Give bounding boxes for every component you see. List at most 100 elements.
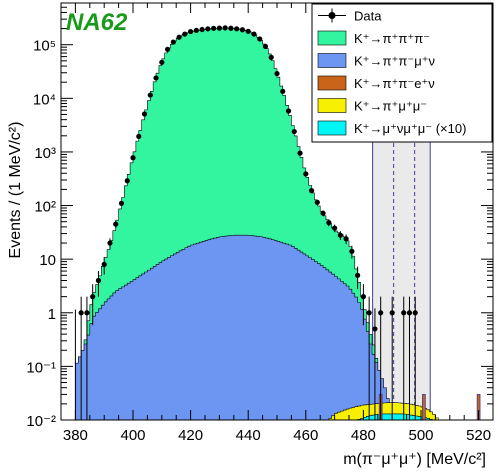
data-point-marker [303,171,309,177]
data-point-marker [205,26,211,32]
data-point [291,128,297,135]
legend-swatch [317,75,347,91]
data-point-marker [130,155,136,161]
data-point [280,88,286,94]
data-point-marker [222,25,228,31]
data-point [262,43,269,50]
data-points [74,25,418,420]
data-point [216,25,222,31]
data-point [251,31,257,37]
data-point [164,46,171,52]
data-point-marker [349,248,355,254]
y-tick-label: 10⁵ [33,38,56,55]
data-point [326,219,332,227]
data-point-marker [406,310,413,316]
legend-entry-data: Data [318,8,382,24]
histogram-kpipienu-bin [476,394,481,420]
data-point [349,245,355,259]
data-point-marker [257,36,263,42]
data-point [147,92,153,98]
data-point-marker [199,26,205,33]
data-point-marker [90,294,96,300]
x-tick-label: 380 [63,427,88,444]
data-point [141,111,148,117]
data-point [239,27,246,33]
data-point-marker [268,54,274,61]
data-point [343,234,349,245]
data-point-marker [378,310,384,316]
data-point-marker [245,28,251,34]
data-point-marker [412,310,418,316]
data-point [378,296,384,420]
data-point-marker [337,232,343,238]
data-point-marker [320,210,326,216]
data-point [182,31,188,37]
legend-label: K⁺→π⁺μ⁺μ⁻ [354,99,427,114]
data-point-marker [84,310,90,316]
data-point-marker [176,34,182,40]
data-point-marker [372,326,378,332]
data-point-marker [262,43,269,50]
data-point-marker [124,178,130,184]
data-point-marker [211,25,217,31]
x-tick-label: 440 [236,427,261,444]
data-point [285,108,292,114]
data-point [130,155,136,161]
data-point [401,296,407,420]
data-point [118,200,125,206]
data-point [360,284,366,326]
data-point-marker [113,221,119,227]
data-point-marker [239,27,246,33]
data-point [95,271,102,297]
data-point-marker [332,225,338,231]
data-point-marker [228,25,234,31]
legend-swatch [317,120,347,136]
data-point [193,27,199,33]
data-point-marker [308,188,315,194]
data-point-marker [141,111,148,117]
data-point-marker [78,310,84,316]
data-point [176,34,182,40]
data-point-marker [107,240,113,246]
data-point [366,296,372,420]
data-point-marker [274,70,280,77]
y-axis-ticks: 10⁻² 10⁻¹ 1 10 10² 10³ 10⁴ 10⁵ [26,2,493,430]
data-point [412,296,418,420]
data-point [78,296,84,420]
data-point-marker [280,88,286,94]
histogram-kpipienu-bin [422,394,426,420]
data-point-marker [95,277,102,284]
legend-entry-k3pi: K⁺→π⁺π⁺π⁻ [317,30,430,46]
x-tick-label: 500 [408,427,433,444]
data-point-marker [343,236,349,242]
data-point-marker [291,128,297,135]
data-point [234,26,240,32]
legend-box [311,3,493,143]
data-point-marker [326,220,332,226]
data-point-marker [314,199,320,205]
legend-label: K⁺→π⁺π⁺π⁻ [354,31,430,46]
data-point [124,178,130,184]
data-point [332,224,338,233]
data-point [205,26,211,32]
data-point [136,133,142,139]
data-point [101,257,107,275]
legend-swatch [317,98,347,113]
data-point-marker [234,26,240,32]
data-point [389,296,395,420]
y-tick-label: 10 [39,252,56,269]
x-axis-ticks: 380 400 420 440 460 480 500 520 [60,3,494,444]
data-point [245,28,251,34]
y-tick-label: 10³ [34,145,56,162]
data-point [199,26,205,33]
x-tick-label: 460 [293,427,318,444]
legend: Data K⁺→π⁺π⁺π⁻ K⁺→π⁺π⁻μ⁺ν K⁺→π⁺π⁻e⁺ν K⁺→π⁺μ⁺… [311,3,493,143]
y-tick-label: 10⁻² [26,413,56,430]
y-axis-title: Events / (1 MeV/c²) [7,122,24,259]
data-point [211,25,217,31]
data-point [228,25,234,31]
data-point [355,266,361,290]
y-tick-label: 10⁴ [33,91,56,108]
data-point [274,70,280,77]
data-point-marker [118,200,125,206]
